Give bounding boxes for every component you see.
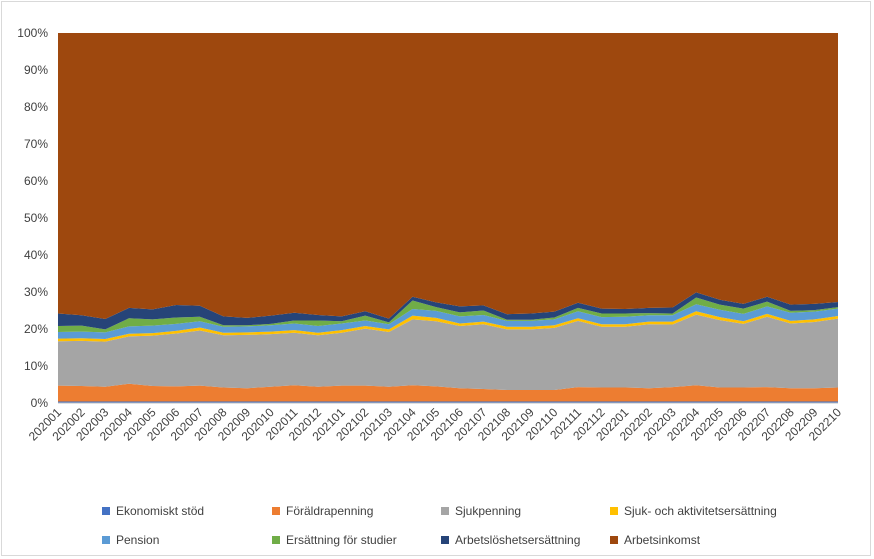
y-tick-label: 60%	[24, 174, 48, 188]
y-tick-label: 90%	[24, 63, 48, 77]
y-tick-label: 50%	[24, 211, 48, 225]
y-tick-label: 80%	[24, 100, 48, 114]
y-tick-label: 30%	[24, 285, 48, 299]
y-tick-label: 100%	[17, 26, 48, 40]
y-tick-label: 0%	[31, 396, 49, 410]
y-tick-label: 10%	[24, 359, 48, 373]
y-tick-label: 20%	[24, 322, 48, 336]
y-tick-label: 40%	[24, 248, 48, 262]
y-tick-label: 70%	[24, 137, 48, 151]
area-series-7	[58, 33, 838, 319]
